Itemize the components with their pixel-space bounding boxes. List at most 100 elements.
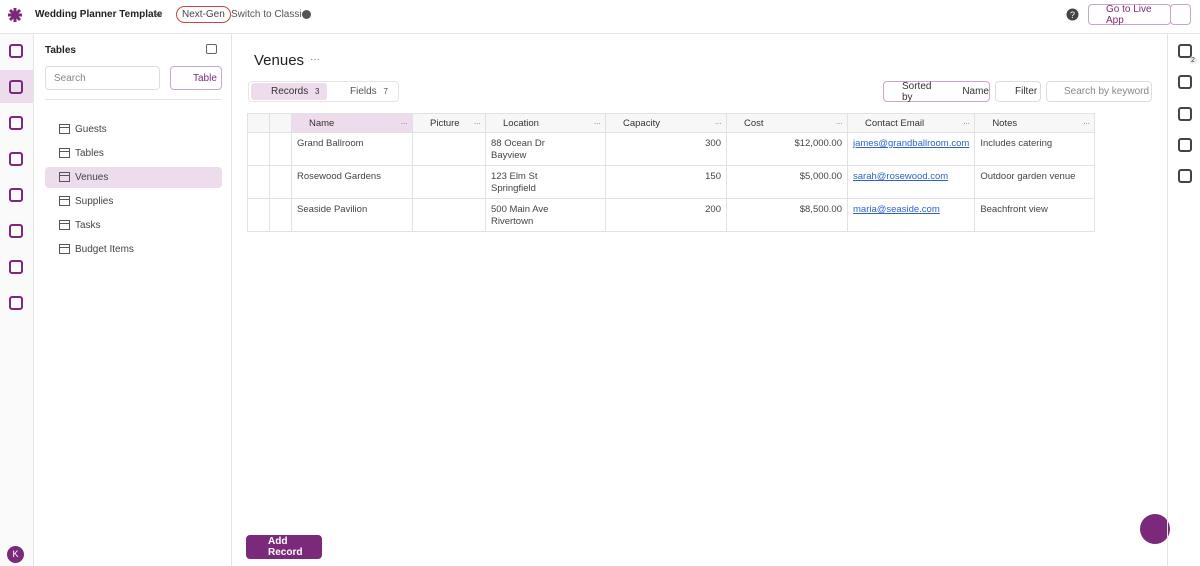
nav-icon[interactable] <box>9 44 23 58</box>
add-record-button[interactable]: Add Record <box>246 535 322 559</box>
rail-icon[interactable] <box>1178 138 1192 152</box>
cell: 500 Main Ave Rivertown <box>485 198 606 232</box>
table-item[interactable]: Supplies <box>45 191 222 212</box>
sort-label: Sorted by <box>902 80 932 103</box>
column-header[interactable]: Location ··· <box>485 113 606 133</box>
table-name: Supplies <box>75 196 114 207</box>
row-select[interactable] <box>247 165 270 199</box>
nav-icon[interactable] <box>9 296 23 310</box>
rail-icon[interactable] <box>1178 169 1192 183</box>
app-menu-chevron[interactable] <box>154 10 163 19</box>
cell: 123 Elm St Springfield <box>485 165 606 199</box>
column-header[interactable]: Notes ··· <box>974 113 1096 133</box>
table-item[interactable]: Venues <box>45 167 222 188</box>
column-menu[interactable]: ··· <box>835 117 843 129</box>
collapse-icon[interactable] <box>206 44 217 54</box>
live-app-menu[interactable] <box>1170 4 1191 25</box>
fields-count: 7 <box>383 87 388 96</box>
info-icon[interactable] <box>302 10 311 19</box>
table-name: Tables <box>75 148 104 159</box>
row-select[interactable] <box>247 198 270 232</box>
rail-icon[interactable] <box>1178 44 1192 58</box>
cell <box>412 198 486 232</box>
cell: Grand Ballroom <box>291 132 413 166</box>
cell: $5,000.00 <box>726 165 848 199</box>
nav-icon[interactable] <box>9 224 23 238</box>
help-icon[interactable]: ? <box>1066 8 1079 21</box>
nav-icon[interactable] <box>9 188 23 202</box>
column-header[interactable]: Contact Email ··· <box>846 113 976 133</box>
main-panel: Venues ··· Records 3 Fields 7 Sorted by N… <box>232 34 1170 566</box>
cell-text: Beachfront view <box>980 204 1048 215</box>
record-row: Seaside Pavilion 500 Main Ave Rivertown 20… <box>247 198 1096 232</box>
filter-button[interactable]: Filter <box>995 81 1041 102</box>
row-expand[interactable] <box>269 198 292 232</box>
records-tab[interactable]: Records 3 <box>251 83 327 100</box>
keyword-search[interactable]: Search by keyword <box>1046 81 1152 102</box>
app-name[interactable]: Wedding Planner Template <box>35 9 163 20</box>
cell-text: Includes catering <box>980 138 1053 149</box>
cell: Includes catering <box>974 132 1096 166</box>
nav-active <box>0 70 33 103</box>
sort-field: Name <box>962 86 989 97</box>
view-title: Venues <box>254 52 305 69</box>
rail-icon[interactable] <box>1178 75 1192 89</box>
select-all[interactable] <box>247 113 270 133</box>
email-link[interactable]: sarah@rosewood.com <box>853 171 949 182</box>
column-header[interactable]: Picture ··· <box>412 113 486 133</box>
rail-icon[interactable] <box>1178 107 1192 121</box>
column-menu[interactable]: ··· <box>400 117 408 129</box>
nav-icon[interactable] <box>9 260 23 274</box>
table-item[interactable]: Tables <box>45 143 222 164</box>
record-row: Rosewood Gardens 123 Elm St Springfield 15… <box>247 165 1096 199</box>
column-menu[interactable]: ··· <box>593 117 601 129</box>
row-select[interactable] <box>247 132 270 166</box>
email-link[interactable]: maria@seaside.com <box>853 204 940 215</box>
nav-icon[interactable] <box>9 116 23 130</box>
table-name: Venues <box>75 172 109 183</box>
table-item[interactable]: Tasks <box>45 215 222 236</box>
table-name: Guests <box>75 124 107 135</box>
row-expand[interactable] <box>269 165 292 199</box>
nav-icon[interactable] <box>9 80 23 94</box>
records-label: Records <box>271 86 309 97</box>
rail-badge: 2 <box>1189 57 1197 64</box>
column-menu[interactable]: ··· <box>962 117 970 129</box>
divider <box>45 99 222 100</box>
records-count: 3 <box>315 87 320 96</box>
sidebar: Tables Search Table Guests Tables Venues Su… <box>35 34 232 566</box>
table-icon <box>59 220 70 230</box>
sidebar-title: Tables <box>45 45 76 56</box>
add-table-button[interactable]: Table <box>170 66 222 90</box>
email-link[interactable]: james@grandballroom.com <box>853 138 970 149</box>
view-menu[interactable]: ··· <box>310 54 320 65</box>
column-header[interactable]: Capacity ··· <box>605 113 727 133</box>
column-menu[interactable]: ··· <box>473 117 481 129</box>
nav-icon[interactable] <box>9 152 23 166</box>
cell: Rosewood Gardens <box>291 165 413 199</box>
column-header[interactable]: Cost ··· <box>726 113 848 133</box>
fields-label: Fields <box>350 86 377 97</box>
row-expand[interactable] <box>269 132 292 166</box>
table-icon <box>59 124 70 134</box>
chat-button[interactable] <box>1140 514 1170 544</box>
fields-tab[interactable]: Fields 7 <box>335 83 388 100</box>
column-menu[interactable]: ··· <box>714 117 722 129</box>
column-header[interactable]: Name ··· <box>291 113 413 133</box>
column-menu[interactable]: ··· <box>1082 117 1090 129</box>
live-app-button[interactable]: Go to Live App <box>1088 4 1171 26</box>
user-avatar[interactable]: K <box>7 546 24 563</box>
add-table-label: Table <box>193 72 217 84</box>
cell-text: $5,000.00 <box>799 171 842 182</box>
table-item[interactable]: Guests <box>45 119 222 140</box>
cell: Outdoor garden venue <box>974 165 1096 199</box>
svg-text:?: ? <box>1070 10 1075 20</box>
add-record-label: Add Record <box>268 536 303 558</box>
cell: james@grandballroom.com <box>846 132 976 166</box>
cell-text: 123 Elm St Springfield <box>491 171 538 194</box>
table-search[interactable]: Search <box>45 66 160 90</box>
sort-button[interactable]: Sorted by Name <box>883 80 990 103</box>
table-item[interactable]: Budget Items <box>45 239 222 260</box>
switch-classic[interactable]: Switch to Classic <box>231 9 307 20</box>
